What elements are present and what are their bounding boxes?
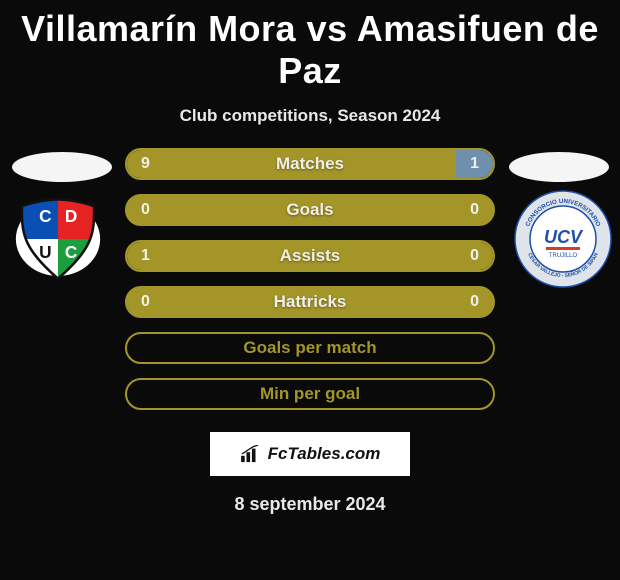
stat-bar: Goals0 0 [125, 194, 495, 226]
bar-value-right: 0 [470, 288, 479, 316]
svg-text:C: C [64, 242, 76, 262]
chart-icon [240, 445, 262, 463]
bar-value-left: 0 [141, 288, 150, 316]
bar-value-right: 0 [470, 242, 479, 270]
stat-bar: Matches9 1 [125, 148, 495, 180]
club-logo-right: CONSORCIO UNIVERSITARIO CESAR VALLEJO - … [513, 196, 613, 282]
comparison-main: C D U C Matches91Goals00Assists10Hattric… [0, 148, 620, 424]
svg-text:D: D [64, 206, 76, 226]
bar-label: Goals per match [127, 334, 493, 362]
watermark: FcTables.com [210, 432, 410, 476]
svg-text:TRUJILLO: TRUJILLO [548, 253, 577, 259]
stat-bar: Hattricks0 0 [125, 286, 495, 318]
watermark-text: FcTables.com [268, 444, 381, 464]
bar-value-left: 9 [141, 150, 150, 178]
bar-value-left: 1 [141, 242, 150, 270]
stat-bars: Matches91Goals00Assists10Hattricks00Goal… [115, 148, 505, 424]
subtitle: Club competitions, Season 2024 [0, 106, 620, 126]
stat-bar: Min per goal [125, 378, 495, 410]
bar-value-left: 0 [141, 196, 150, 224]
bar-label: Min per goal [127, 380, 493, 408]
player-oval-left [12, 152, 112, 182]
svg-text:C: C [39, 206, 51, 226]
club-logo-left: C D U C [8, 196, 108, 282]
bar-label: Goals [127, 196, 493, 224]
date-text: 8 september 2024 [0, 494, 620, 515]
left-side: C D U C [0, 148, 115, 282]
bar-label: Matches [127, 150, 493, 178]
bar-value-right: 0 [470, 196, 479, 224]
page-title: Villamarín Mora vs Amasifuen de Paz [0, 0, 620, 92]
player-oval-right [509, 152, 609, 182]
stat-bar: Assists1 0 [125, 240, 495, 272]
bar-value-right: 1 [470, 150, 479, 178]
svg-text:UCV: UCV [543, 227, 583, 247]
right-side: CONSORCIO UNIVERSITARIO CESAR VALLEJO - … [505, 148, 620, 282]
bar-label: Hattricks [127, 288, 493, 316]
svg-text:U: U [39, 242, 51, 262]
stat-bar: Goals per match [125, 332, 495, 364]
bar-label: Assists [127, 242, 493, 270]
